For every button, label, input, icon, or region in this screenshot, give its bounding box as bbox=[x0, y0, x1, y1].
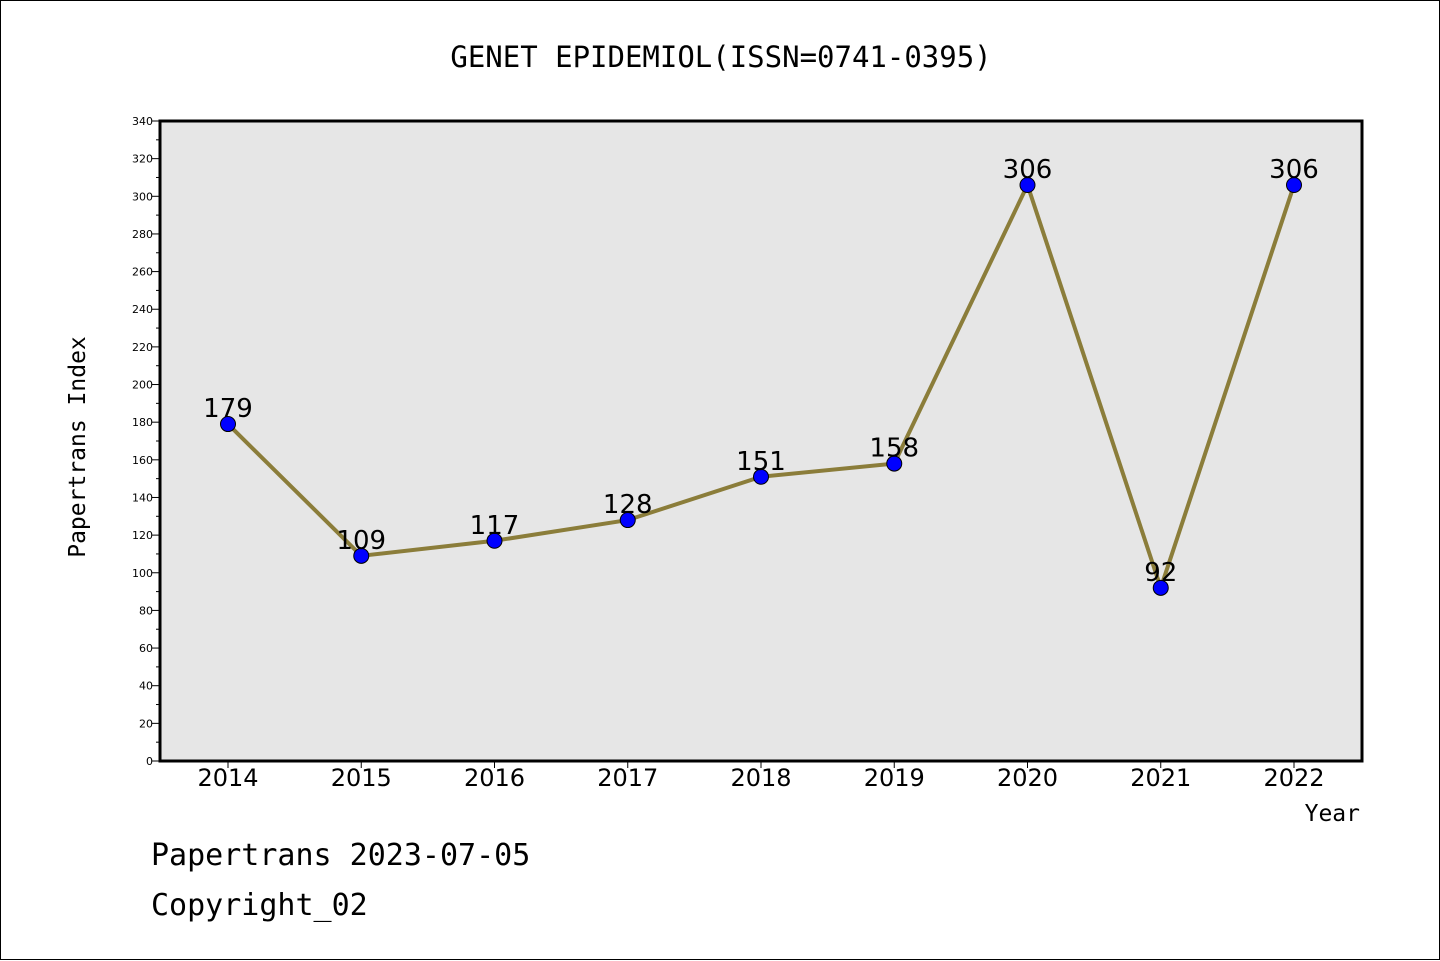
footer-copyright: Copyright_02 bbox=[151, 888, 368, 923]
data-label: 179 bbox=[203, 394, 253, 424]
x-tick-label: 2022 bbox=[1263, 764, 1324, 792]
y-tick-label: 240 bbox=[132, 303, 153, 316]
y-tick-label: 40 bbox=[139, 680, 153, 693]
footer-date: Papertrans 2023-07-05 bbox=[151, 838, 530, 873]
y-axis-label: Papertrans Index bbox=[65, 336, 91, 558]
x-tick-label: 2015 bbox=[331, 764, 392, 792]
y-tick-label: 220 bbox=[132, 341, 153, 354]
y-tick-label: 340 bbox=[132, 115, 153, 128]
data-point bbox=[886, 455, 903, 472]
x-axis: 2014 2015 2016 2017 2018 2019 2020 2021 2022 bbox=[197, 761, 1325, 792]
x-tick-label: 2017 bbox=[597, 764, 658, 792]
data-point bbox=[753, 468, 769, 485]
data-label: 306 bbox=[1269, 155, 1319, 185]
data-label: 151 bbox=[736, 447, 786, 477]
y-tick-label: 120 bbox=[132, 529, 153, 542]
data-point bbox=[1152, 579, 1169, 596]
y-tick-label: 140 bbox=[132, 491, 153, 504]
y-tick-label: 20 bbox=[139, 717, 153, 730]
chart-title: GENET EPIDEMIOL(ISSN=0741-0395) bbox=[450, 40, 991, 74]
data-label: 92 bbox=[1144, 558, 1177, 588]
x-axis-label: Year bbox=[1305, 801, 1360, 827]
y-axis: 0 20 40 60 80 100 120 140 160 180 200 220 240 260 280 3… bbox=[132, 115, 160, 768]
data-point bbox=[220, 416, 236, 433]
y-tick-label: 200 bbox=[132, 379, 153, 392]
x-tick-label: 2018 bbox=[730, 764, 791, 792]
x-tick-label: 2019 bbox=[864, 764, 925, 792]
y-tick-label: 320 bbox=[132, 153, 153, 166]
y-tick-label: 160 bbox=[132, 454, 153, 467]
data-label: 109 bbox=[336, 526, 386, 556]
y-tick-label: 300 bbox=[132, 190, 153, 203]
y-tick-label: 180 bbox=[132, 416, 153, 429]
y-tick-label: 80 bbox=[139, 604, 153, 617]
x-tick-label: 2021 bbox=[1130, 764, 1191, 792]
data-point bbox=[486, 532, 503, 549]
x-tick-label: 2020 bbox=[997, 764, 1058, 792]
data-point bbox=[1019, 177, 1036, 193]
x-tick-label: 2016 bbox=[464, 764, 525, 792]
data-label: 117 bbox=[470, 511, 520, 541]
y-tick-label: 280 bbox=[132, 228, 153, 241]
data-point bbox=[619, 512, 636, 529]
y-tick-label: 260 bbox=[132, 266, 153, 279]
y-tick-label: 60 bbox=[139, 642, 153, 655]
series-line-group: 179 109 117 128 151 158 306 92 306 bbox=[203, 155, 1319, 596]
y-tick-label: 100 bbox=[132, 567, 153, 580]
data-point bbox=[1286, 177, 1302, 193]
y-tick-label: 0 bbox=[146, 755, 153, 768]
x-tick-label: 2014 bbox=[197, 764, 258, 792]
plot-area bbox=[158, 119, 1364, 763]
data-point bbox=[353, 547, 370, 564]
data-label: 128 bbox=[603, 490, 653, 520]
data-label: 158 bbox=[869, 434, 919, 464]
data-label: 306 bbox=[1003, 155, 1053, 185]
